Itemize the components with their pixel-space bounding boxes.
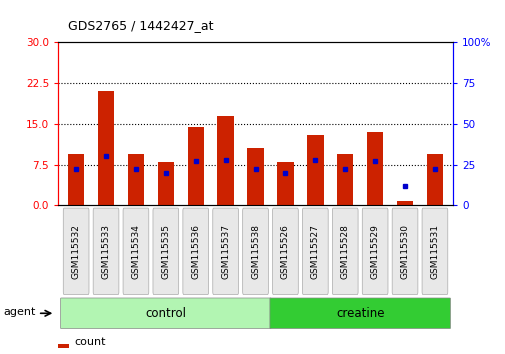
- FancyBboxPatch shape: [63, 208, 89, 295]
- Text: GSM115529: GSM115529: [370, 224, 379, 279]
- Bar: [247, 148, 263, 205]
- Text: GSM115528: GSM115528: [340, 224, 349, 279]
- Text: agent: agent: [3, 307, 35, 317]
- Text: GDS2765 / 1442427_at: GDS2765 / 1442427_at: [68, 19, 214, 32]
- Bar: [336, 154, 353, 205]
- FancyBboxPatch shape: [153, 208, 178, 295]
- FancyBboxPatch shape: [212, 208, 238, 295]
- Text: GSM115527: GSM115527: [310, 224, 319, 279]
- Text: GSM115530: GSM115530: [400, 224, 409, 279]
- Bar: [187, 127, 204, 205]
- Text: GSM115534: GSM115534: [131, 224, 140, 279]
- Text: GSM115533: GSM115533: [102, 224, 110, 279]
- FancyBboxPatch shape: [93, 208, 119, 295]
- FancyBboxPatch shape: [302, 208, 328, 295]
- FancyBboxPatch shape: [269, 298, 449, 329]
- FancyBboxPatch shape: [242, 208, 268, 295]
- Bar: [157, 162, 174, 205]
- Text: GSM115526: GSM115526: [280, 224, 289, 279]
- Text: GSM115535: GSM115535: [161, 224, 170, 279]
- FancyBboxPatch shape: [61, 298, 271, 329]
- FancyBboxPatch shape: [332, 208, 358, 295]
- Bar: [127, 154, 144, 205]
- Bar: [366, 132, 383, 205]
- FancyBboxPatch shape: [391, 208, 417, 295]
- Bar: [277, 162, 293, 205]
- Bar: [307, 135, 323, 205]
- FancyBboxPatch shape: [272, 208, 298, 295]
- FancyBboxPatch shape: [182, 208, 208, 295]
- Bar: [217, 116, 233, 205]
- FancyBboxPatch shape: [421, 208, 447, 295]
- Text: control: control: [145, 307, 186, 320]
- Bar: [68, 154, 84, 205]
- Text: GSM115536: GSM115536: [191, 224, 200, 279]
- FancyBboxPatch shape: [362, 208, 387, 295]
- Bar: [58, 344, 69, 348]
- Text: GSM115537: GSM115537: [221, 224, 230, 279]
- Text: creatine: creatine: [335, 307, 384, 320]
- Text: GSM115538: GSM115538: [250, 224, 260, 279]
- Text: count: count: [75, 337, 106, 347]
- Text: GSM115532: GSM115532: [72, 224, 80, 279]
- FancyBboxPatch shape: [123, 208, 148, 295]
- Bar: [396, 201, 413, 205]
- Text: GSM115531: GSM115531: [430, 224, 438, 279]
- Bar: [426, 154, 442, 205]
- Bar: [97, 91, 114, 205]
